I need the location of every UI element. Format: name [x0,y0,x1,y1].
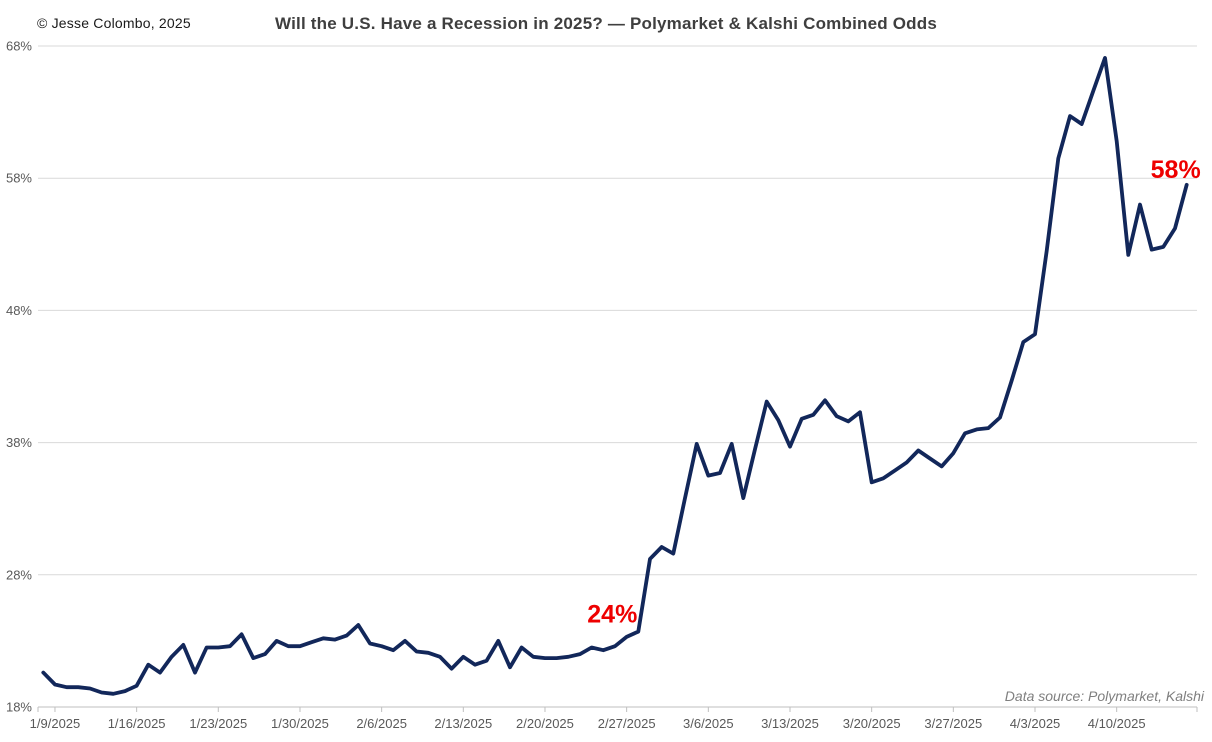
odds-line-series [41,56,1189,696]
y-tick-label: 48% [6,303,32,318]
x-tick-label: 2/27/2025 [598,716,656,731]
x-tick-label: 3/13/2025 [761,716,819,731]
x-tick-label: 4/3/2025 [1010,716,1061,731]
x-tick-label: 2/6/2025 [356,716,407,731]
x-tick-label: 3/20/2025 [843,716,901,731]
copyright-note: © Jesse Colombo, 2025 [37,15,191,31]
x-tick-label: 1/16/2025 [108,716,166,731]
data-source-note: Data source: Polymarket, Kalshi [1004,688,1204,704]
y-tick-label: 68% [6,39,32,54]
page-title: Will the U.S. Have a Recession in 2025? … [275,14,937,33]
annotation-label: 24% [587,601,637,629]
x-tick-label: 2/20/2025 [516,716,574,731]
y-tick-label: 28% [6,567,32,582]
x-tick-label: 3/6/2025 [683,716,734,731]
annotation-label: 58% [1151,156,1201,184]
x-tick-label: 1/9/2025 [30,716,81,731]
x-tick-label: 1/23/2025 [189,716,247,731]
y-tick-label: 18% [6,700,32,715]
y-tick-label: 38% [6,435,32,450]
x-tick-label: 4/10/2025 [1088,716,1146,731]
y-tick-label: 58% [6,171,32,186]
x-tick-label: 2/13/2025 [434,716,492,731]
x-tick-label: 3/27/2025 [924,716,982,731]
x-tick-label: 1/30/2025 [271,716,329,731]
